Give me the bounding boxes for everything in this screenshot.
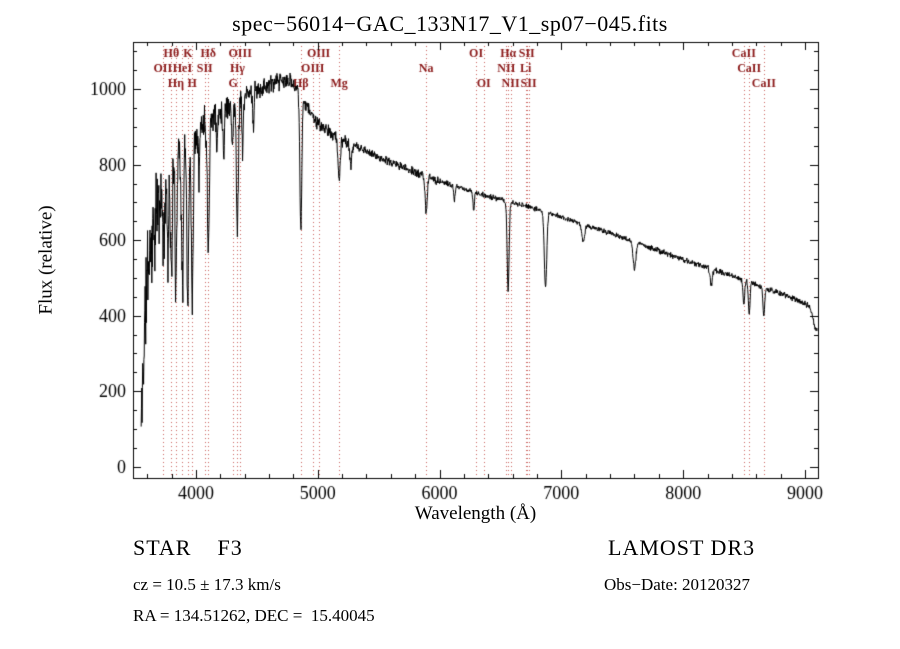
obs-date-text: Obs−Date: 20120327 [604,575,751,594]
coordinates-text: RA = 134.51262, DEC = 15.40045 [133,606,375,625]
x-axis-label: Wavelength (Å) [414,503,537,524]
radial-velocity-text: cz = 10.5 ± 17.3 km/s [133,575,281,594]
star-type-text: STAR F3 [133,535,243,560]
y-axis-label: Flux (relative) [35,205,57,315]
page-title: spec−56014−GAC_133N17_V1_sp07−045.fits [232,11,668,36]
survey-release-text: LAMOST DR3 [608,535,756,560]
